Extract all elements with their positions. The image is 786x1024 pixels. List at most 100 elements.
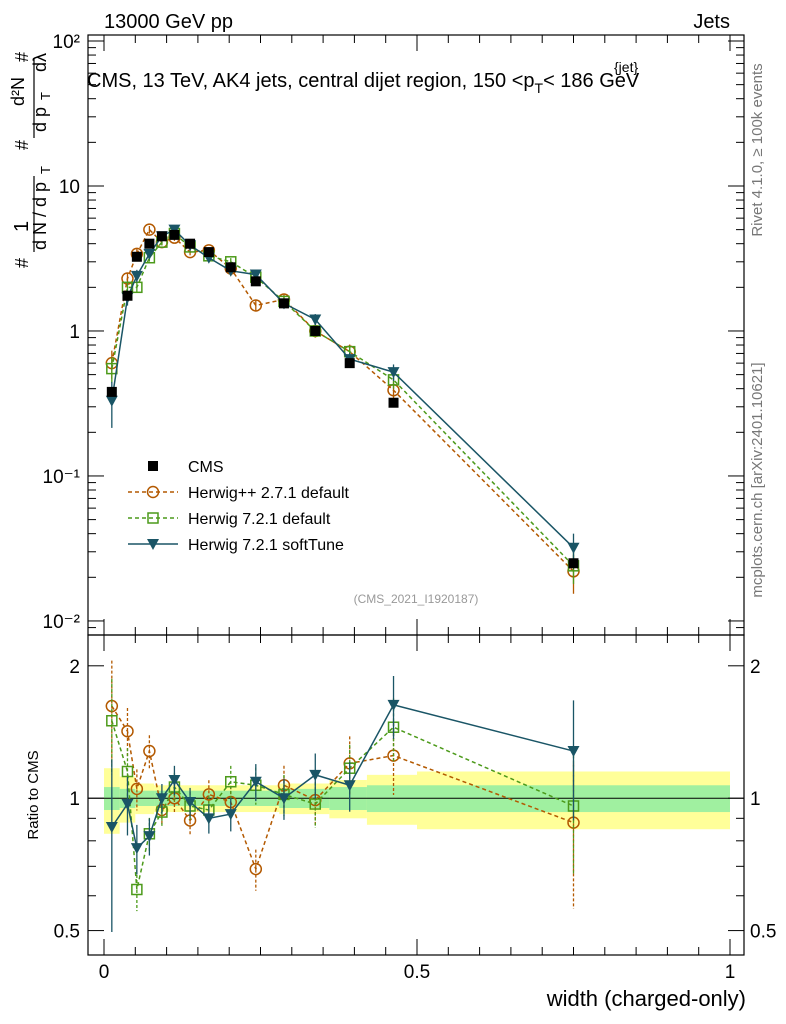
- main-ytick-label-2: 1: [69, 322, 80, 343]
- point-cms: [144, 238, 155, 249]
- legend-marker-herwigpp: [146, 485, 160, 499]
- ratio-series-softtune: [105, 675, 580, 932]
- chart-title-main: CMS, 13 TeV, AK4 jets, central dijet reg…: [87, 70, 535, 92]
- main-ylabel-sub2: T: [38, 92, 53, 100]
- ratio-point-softtune: [143, 831, 156, 843]
- series-herwig721: [106, 227, 580, 584]
- legend-marker-herwig721: [147, 512, 159, 524]
- ratio-point-herwig721: [121, 765, 134, 778]
- main-ylabel: # 1 d N / d p T # d²N d p T dλ #: [8, 52, 53, 268]
- main-plot-frame: [87, 34, 745, 636]
- point-herwigpp: [249, 299, 263, 312]
- ratio-point-herwigpp: [121, 724, 134, 738]
- point-cms: [156, 231, 167, 242]
- point-cms: [106, 386, 117, 397]
- ratio-point-herwig721: [106, 714, 118, 727]
- legend-entry-herwigpp: Herwig++ 2.7.1 default: [128, 485, 350, 502]
- ratio-point-softtune: [567, 746, 580, 758]
- legend-label-cms: CMS: [188, 459, 224, 476]
- chart-title: CMS, 13 TeV, AK4 jets, central dijet reg…: [87, 70, 640, 96]
- main-ytick-label-0: 10²: [53, 32, 80, 53]
- series-line-herwig721: [111, 232, 575, 567]
- ratio-point-softtune: [168, 774, 181, 786]
- point-cms: [203, 247, 214, 258]
- ratio-point-herwigpp: [143, 744, 156, 758]
- point-softtune: [105, 395, 118, 407]
- chart-title-superscript: {jet}: [614, 59, 638, 75]
- main-ylabel-num1: 1: [11, 221, 33, 232]
- ratio-axes: 0 0.5 1 2 2 1 1 0.5 0.5: [54, 635, 776, 983]
- main-ylabel-num2: d²N: [8, 77, 28, 106]
- chart-title-sub: T: [535, 80, 544, 96]
- x-axis-label: width (charged-only): [546, 986, 746, 1011]
- ratio-point-herwigpp: [130, 782, 144, 796]
- ratio-point-softtune: [202, 813, 215, 825]
- main-ylabel-hash1: #: [12, 258, 32, 268]
- ratio-point-softtune: [309, 769, 322, 781]
- x-tick-label-2: 1: [725, 962, 736, 983]
- x-tick-label-1: 0.5: [404, 962, 430, 983]
- ratio-point-softtune: [130, 843, 143, 855]
- point-softtune: [249, 269, 262, 281]
- legend-entry-cms: CMS: [148, 459, 224, 476]
- point-cms: [250, 276, 261, 287]
- ratio-uncertainty-band: [104, 768, 730, 834]
- main-ylabel-den3: dλ: [30, 53, 50, 72]
- point-softtune: [567, 542, 580, 554]
- ratio-ytick-label-0: 2: [69, 657, 80, 678]
- point-softtune: [143, 248, 156, 260]
- ratio-point-softtune: [121, 799, 134, 811]
- point-cms: [169, 229, 180, 240]
- series-cms: [106, 229, 579, 569]
- main-ytick-label-4: 10⁻²: [43, 612, 81, 633]
- legend-marker-cms: [148, 461, 158, 471]
- header-left: 13000 GeV pp: [104, 11, 233, 33]
- ratio-ytick-label-1: 1: [69, 789, 80, 810]
- point-softtune: [130, 270, 143, 282]
- point-cms: [278, 298, 289, 309]
- ratio-point-herwig721: [225, 775, 237, 788]
- ratio-point-softtune: [277, 793, 290, 805]
- ratio-point-herwigpp: [202, 788, 216, 801]
- main-ytick-label-3: 10⁻¹: [43, 467, 81, 488]
- series-softtune: [105, 224, 580, 566]
- ratio-ytick-label-right-0: 2: [750, 657, 761, 678]
- x-tick-label-0: 0: [99, 962, 110, 983]
- point-cms: [568, 558, 579, 569]
- legend-entry-softtune: Herwig 7.2.1 softTune: [128, 537, 344, 554]
- ratio-ylabel: Ratio to CMS: [25, 750, 42, 839]
- main-ylabel-den1: d N / d p: [30, 182, 50, 250]
- ratio-ytick-label-2: 0.5: [54, 922, 80, 943]
- ratio-plot-frame: [87, 634, 745, 956]
- main-ylabel-sub1: T: [38, 166, 53, 174]
- legend-label-softtune: Herwig 7.2.1 softTune: [188, 537, 344, 554]
- ratio-point-softtune: [343, 780, 356, 792]
- legend-label-herwig721: Herwig 7.2.1 default: [188, 511, 331, 528]
- ratio-ytick-label-right-2: 0.5: [750, 922, 776, 943]
- point-cms: [344, 358, 355, 369]
- rivet-version-label: Rivet 4.1.0, ≥ 100k events: [749, 63, 766, 236]
- series-line-herwigpp: [111, 228, 575, 572]
- point-cms: [225, 262, 236, 273]
- header-right: Jets: [693, 11, 730, 33]
- point-softtune: [387, 367, 400, 379]
- point-softtune: [309, 314, 322, 326]
- point-herwigpp: [143, 223, 156, 236]
- main-axes: 10² 10 1 10⁻¹ 10⁻²: [43, 32, 744, 636]
- point-cms: [122, 290, 133, 301]
- point-cms: [388, 397, 399, 408]
- ratio-point-softtune: [184, 797, 197, 809]
- ratio-line-herwigpp: [111, 705, 574, 872]
- point-cms: [185, 238, 196, 249]
- mcplots-source-label: mcplots.cern.ch [arXiv:2401.10621]: [749, 362, 766, 597]
- ratio-point-herwigpp: [249, 862, 263, 876]
- ratio-point-herwig721: [309, 798, 322, 810]
- ratio-point-softtune: [105, 822, 118, 834]
- ratio-point-softtune: [249, 776, 262, 788]
- ratio-point-softtune: [224, 809, 237, 821]
- main-ylabel-den2: d p: [30, 107, 50, 132]
- legend: CMS Herwig++ 2.7.1 default Herwig 7.2.1 de…: [128, 459, 350, 554]
- main-ytick-label-1: 10: [59, 177, 80, 198]
- ratio-series: [105, 660, 580, 932]
